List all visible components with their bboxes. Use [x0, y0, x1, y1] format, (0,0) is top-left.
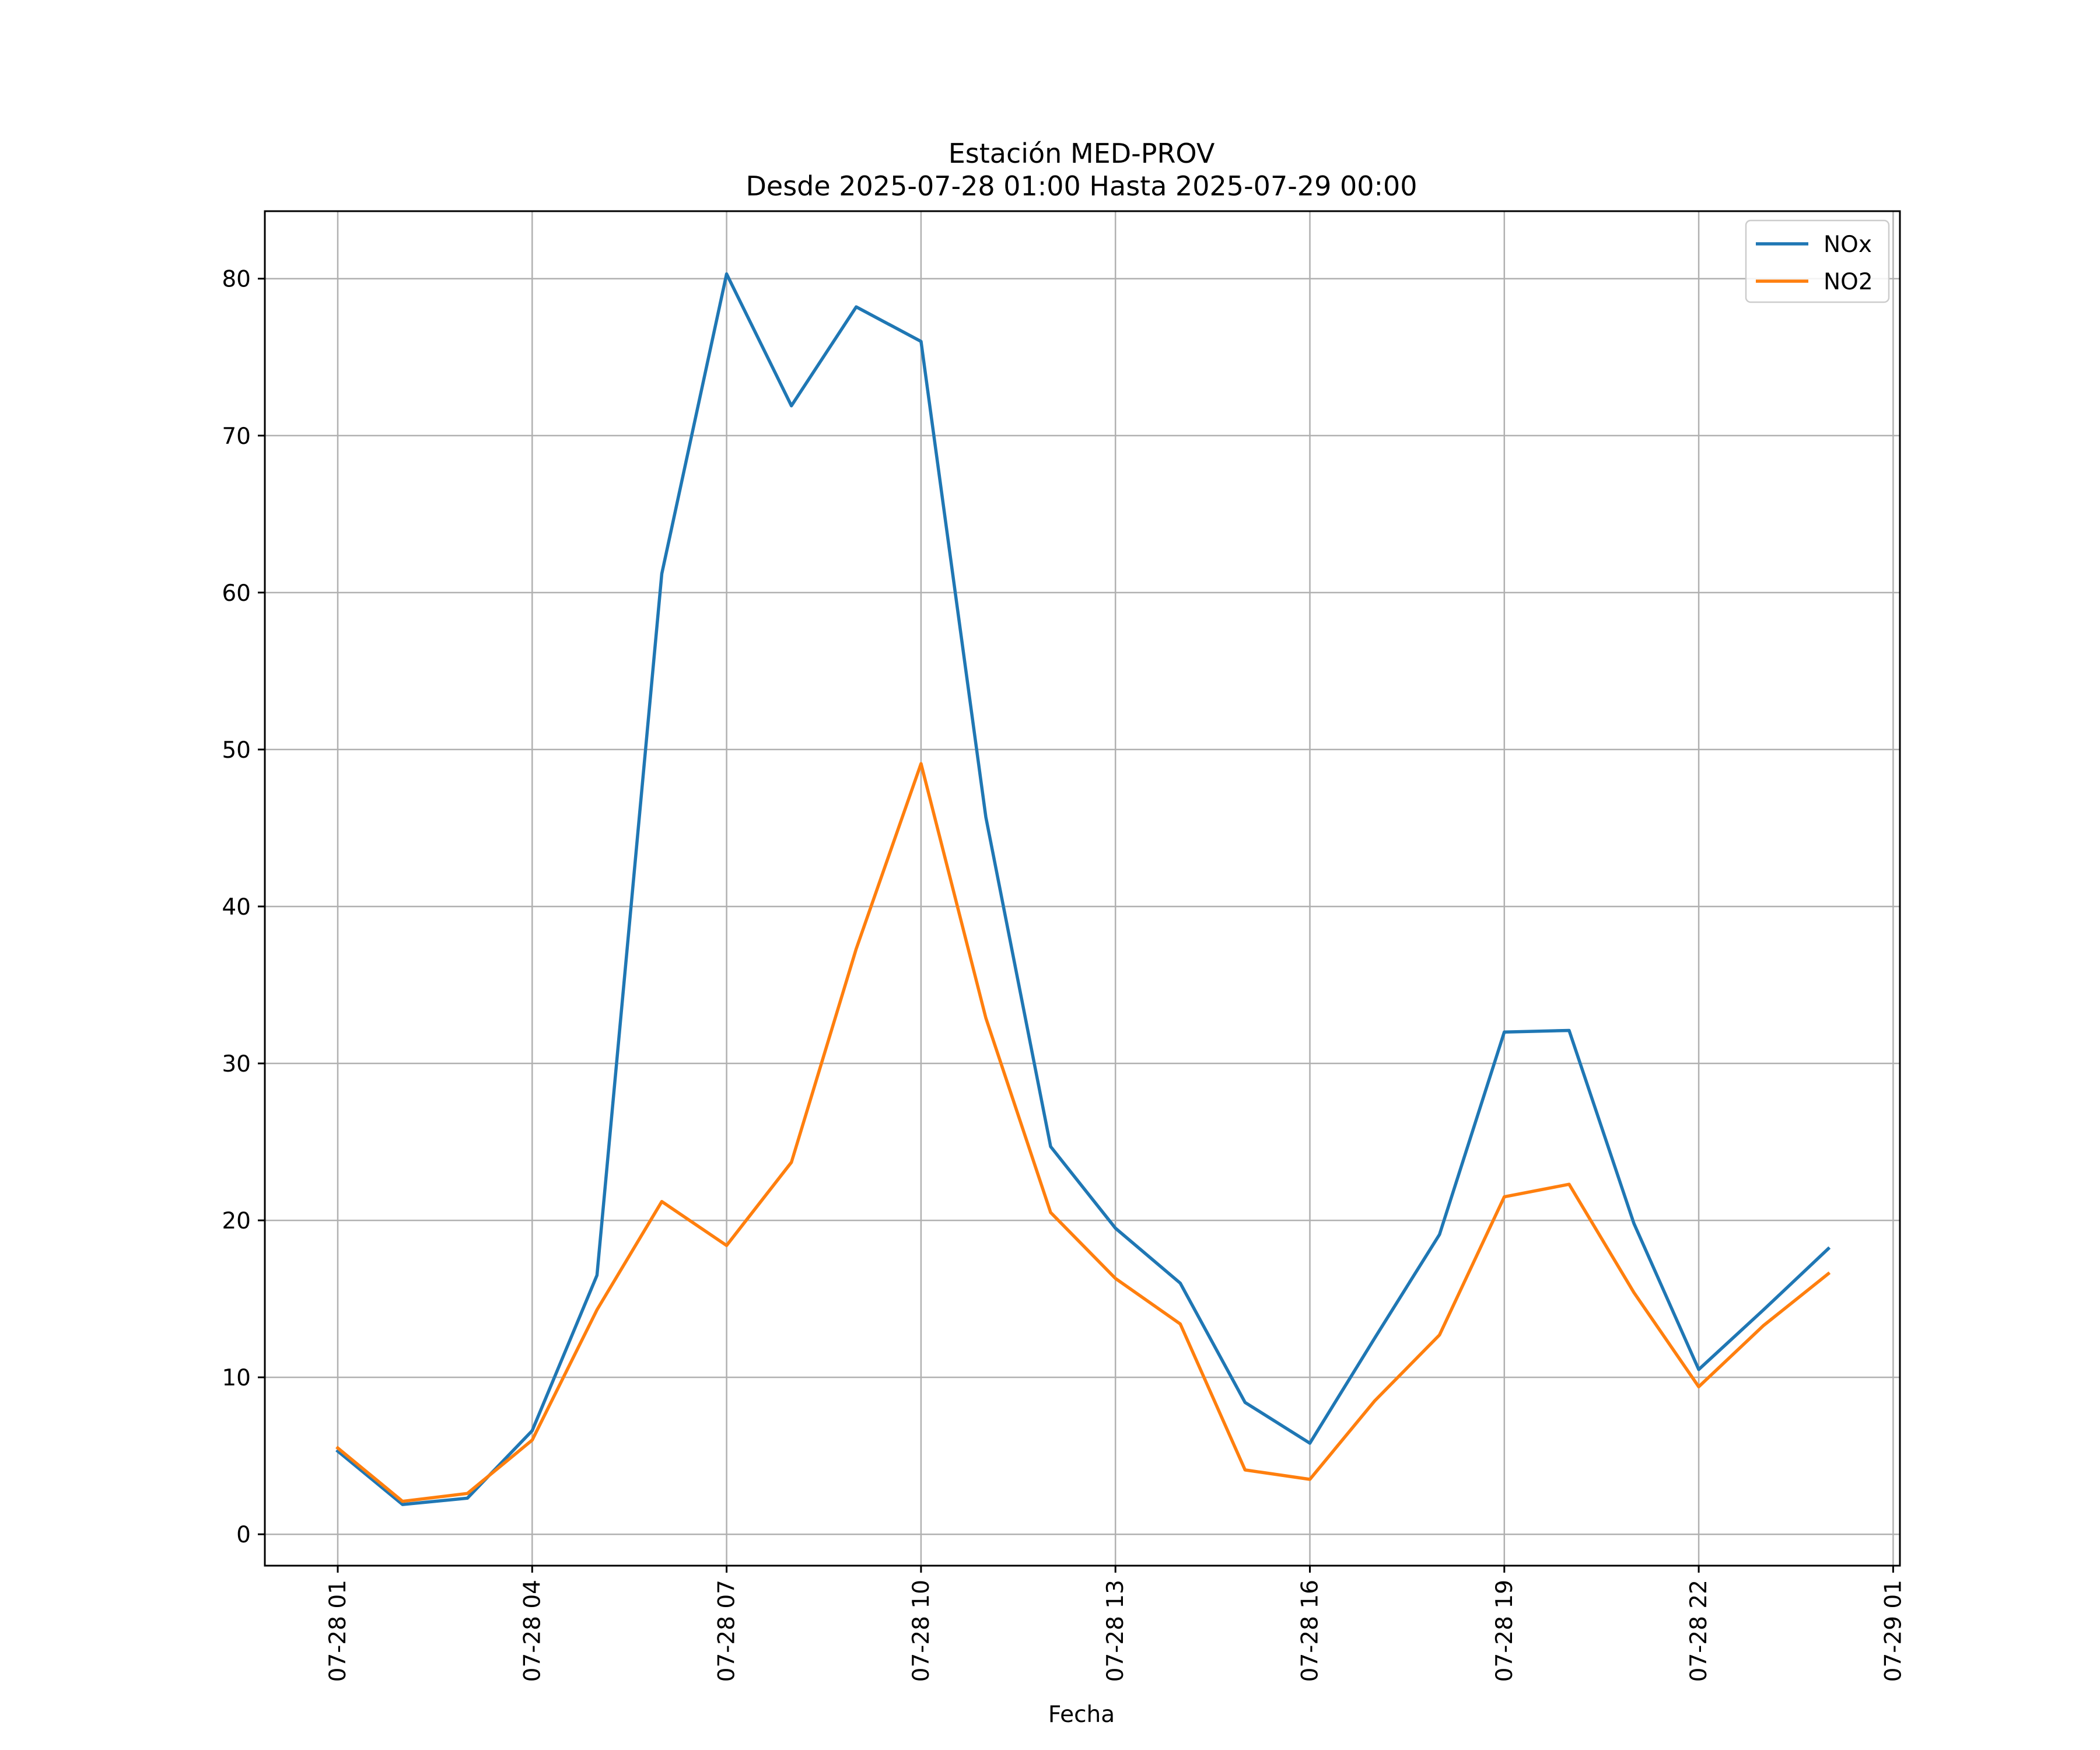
series-line-nox: [335, 272, 1831, 1506]
y-tick-label: 0: [236, 1522, 251, 1548]
y-tick-label: 60: [222, 580, 251, 607]
legend-label: NO2: [1824, 269, 1873, 295]
chart-subtitle: Desde 2025-07-28 01:00 Hasta 2025-07-29 …: [746, 170, 1417, 202]
legend: NOx NO2: [1745, 219, 1890, 303]
x-axis-ticks: 07-28 01 07-28 04 07-28 07 07-28 10 07-28 13…: [325, 1566, 1906, 1682]
chart-title: Estación MED-PROV: [949, 138, 1215, 169]
y-tick-label: 30: [222, 1051, 251, 1077]
series-layer: [335, 272, 1831, 1506]
plot-frame: [264, 210, 1901, 1567]
y-tick-label: 50: [222, 737, 251, 764]
x-tick-label: 07-28 07: [714, 1580, 740, 1682]
x-tick-label: 07-28 01: [325, 1580, 351, 1682]
y-axis-ticks: 0 10 20 30 40 50 60 70 80: [222, 267, 265, 1548]
x-tick-label: 07-28 22: [1686, 1580, 1712, 1682]
x-tick-label: 07-28 04: [519, 1580, 545, 1682]
x-tick-label: 07-28 16: [1297, 1580, 1324, 1682]
y-tick-label: 70: [222, 424, 251, 450]
x-tick-label: 07-28 19: [1492, 1580, 1518, 1682]
x-tick-label: 07-28 13: [1102, 1580, 1129, 1682]
y-tick-label: 80: [222, 267, 251, 293]
x-axis-label: Fecha: [1048, 1702, 1115, 1728]
axes-frame: [264, 210, 1901, 1567]
legend-items: NOx NO2: [1756, 232, 1873, 295]
x-tick-label: 07-29 01: [1880, 1580, 1906, 1682]
series-line-no2: [335, 762, 1831, 1503]
y-tick-label: 10: [222, 1365, 251, 1391]
grid-layer: [265, 211, 1900, 1566]
x-tick-label: 07-28 10: [908, 1580, 935, 1682]
y-tick-label: 40: [222, 894, 251, 921]
legend-label: NOx: [1824, 232, 1872, 258]
y-tick-label: 20: [222, 1208, 251, 1234]
